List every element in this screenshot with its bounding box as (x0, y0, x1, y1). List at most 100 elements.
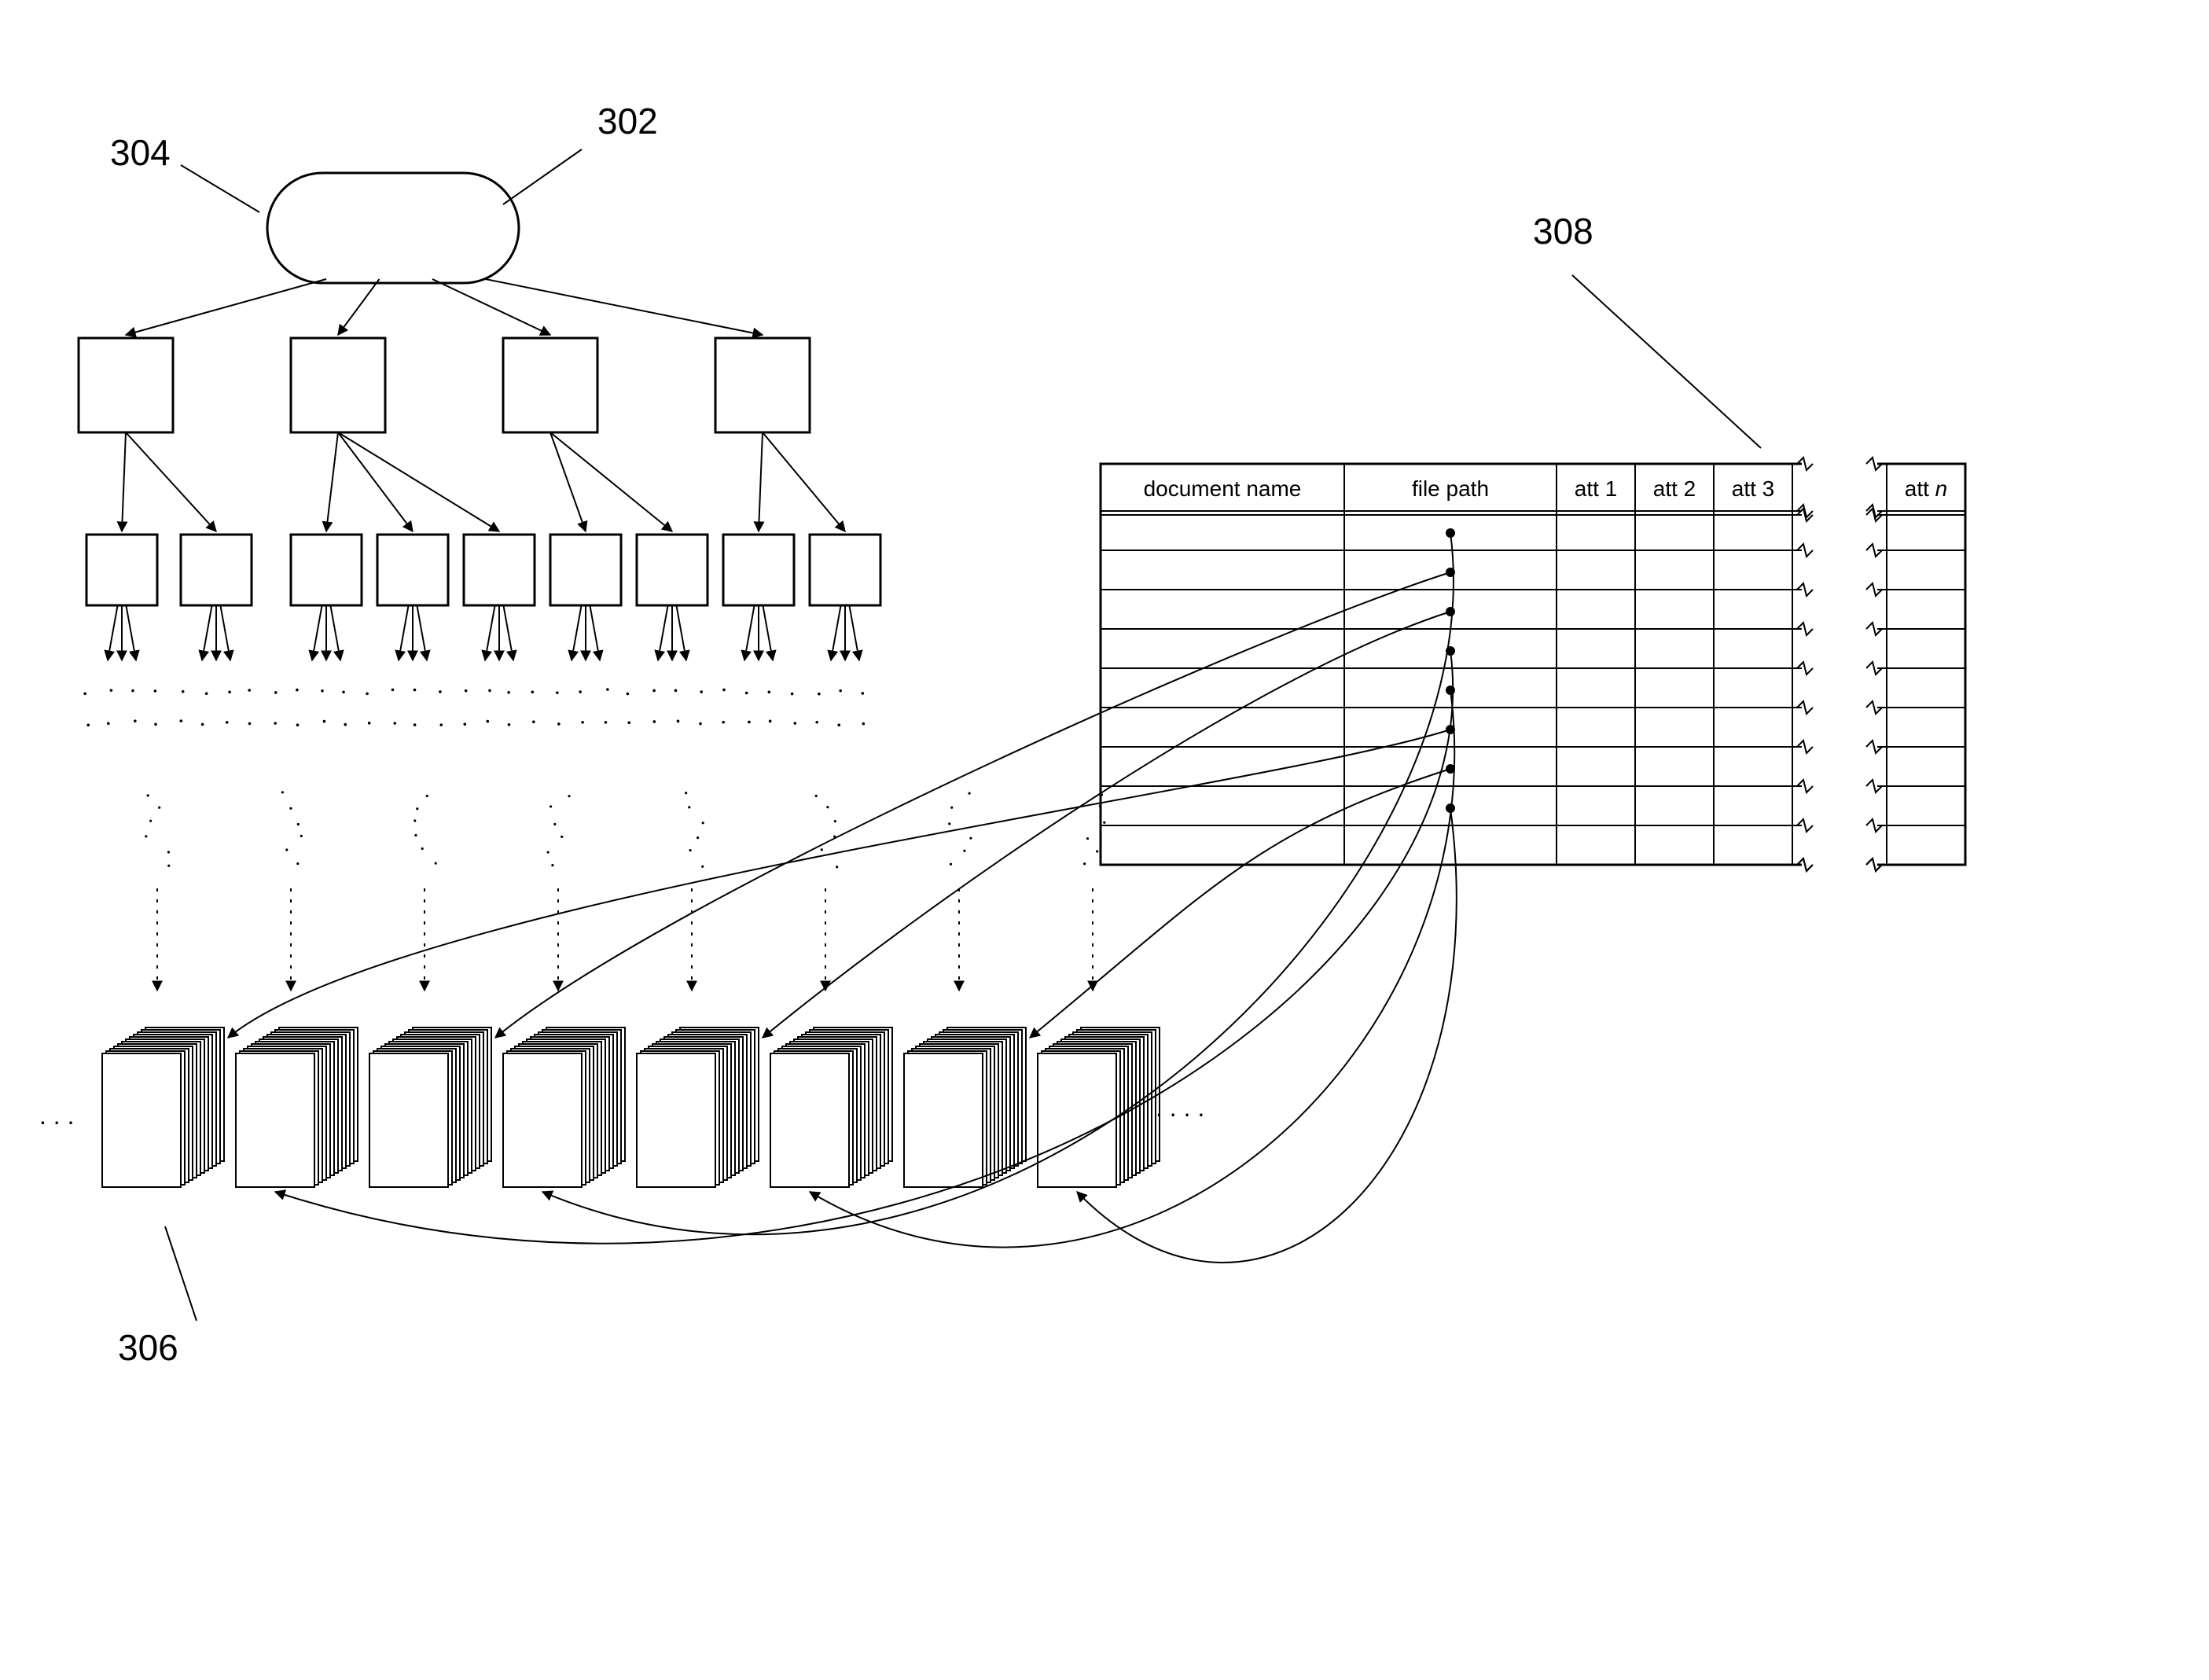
tree-ellipsis-dot (769, 720, 772, 723)
tree-edge (338, 279, 380, 335)
tree-ellipsis-dot (508, 723, 511, 726)
tree-ellipsis-dot (226, 721, 229, 724)
continuation-dot (815, 795, 818, 797)
continuation-dot (950, 863, 952, 866)
tree-ellipsis-dot (839, 689, 842, 693)
tree-node-l2 (86, 535, 157, 605)
ref-label-304: 304 (110, 132, 171, 173)
table-header: att 1 (1575, 476, 1617, 501)
table-break-mask (1802, 462, 1877, 866)
document-card (369, 1053, 448, 1187)
tree-ellipsis-dot (413, 689, 417, 692)
continuation-dot (689, 849, 691, 851)
tree-ellipsis-dot (627, 721, 630, 724)
document-card (637, 1053, 715, 1187)
tree-node-l2 (291, 535, 362, 605)
tree-ellipsis-dot (862, 692, 865, 695)
tree-edge (126, 605, 136, 660)
tree-ellipsis-dot (465, 689, 468, 693)
tree-ellipsis-dot (296, 689, 299, 692)
tree-ellipsis-dot (110, 689, 113, 692)
document-card (1038, 1053, 1116, 1187)
tree-ellipsis-dot (699, 722, 702, 726)
tree-ellipsis-dot (439, 690, 442, 693)
tree-edge (126, 432, 216, 531)
document-stack (102, 1027, 224, 1187)
document-card (236, 1053, 314, 1187)
tree-node-l2 (377, 535, 448, 605)
tree-ellipsis-dot (391, 689, 395, 692)
tree-ellipsis-dot (627, 693, 630, 696)
continuation-dot (553, 823, 556, 825)
tree-edge (658, 605, 668, 660)
tree-ellipsis-dot (652, 689, 656, 693)
tree-ellipsis-dot (342, 691, 345, 694)
tree-ellipsis-dot (205, 692, 208, 695)
continuation-dot (836, 866, 838, 868)
continuation-dot (1099, 805, 1101, 807)
tree-node-l1 (291, 338, 385, 432)
tree-node-l2 (637, 535, 708, 605)
tree-ellipsis-dot (557, 722, 561, 726)
continuation-dot (158, 807, 160, 809)
continuation-dot (688, 806, 690, 808)
tree-ellipsis-dot (296, 723, 300, 726)
tree-edge (849, 605, 859, 660)
tree-ellipsis-dot (606, 688, 609, 691)
tree-ellipsis-dot (368, 722, 371, 725)
continuation-dot (1103, 822, 1105, 824)
tree-edge (432, 279, 550, 335)
tree-edge (763, 432, 845, 531)
tree-ellipsis-dot (748, 721, 751, 724)
tree-ellipsis-dot (487, 720, 490, 723)
document-stack (904, 1027, 1026, 1187)
table-header: document name (1144, 476, 1302, 501)
continuation-dot (289, 807, 292, 810)
tree-node-l1 (715, 338, 810, 432)
ref-label-308: 308 (1533, 211, 1593, 252)
tree-ellipsis-dot (532, 720, 535, 723)
tree-ellipsis-dot (653, 720, 656, 723)
tree-edge (831, 605, 841, 660)
ref-leader (1572, 275, 1761, 448)
tree-ellipsis-dot (131, 689, 134, 693)
tree-edge (108, 605, 118, 660)
tree-edge (744, 605, 755, 660)
continuation-dot (426, 795, 428, 797)
tree-ellipsis-dot (274, 691, 278, 694)
table-header: att n (1905, 476, 1948, 501)
document-stack (236, 1027, 358, 1187)
tree-ellipsis-dot (413, 723, 417, 726)
tree-ellipsis-dot (579, 690, 582, 693)
tree-ellipsis-dot (745, 692, 748, 695)
stacks-ellipsis: . . . . (1156, 1094, 1204, 1122)
continuation-dot (297, 823, 300, 825)
continuation-dot (968, 792, 970, 794)
tree-edge (312, 605, 322, 660)
continuation-dot (421, 847, 424, 850)
continuation-dot (1083, 862, 1086, 865)
continuation-dot (685, 792, 687, 794)
tree-ellipsis-dot (180, 719, 183, 722)
tree-ellipsis-dot (507, 691, 510, 694)
tree-ellipsis-dot (556, 691, 559, 694)
tree-edge (486, 279, 763, 335)
tree-ellipsis-dot (488, 689, 491, 693)
tree-edge (572, 605, 582, 660)
continuation-dot (701, 866, 704, 868)
continuation-dot (551, 864, 553, 866)
document-card (503, 1053, 582, 1187)
continuation-dot (561, 836, 563, 838)
continuation-dot (547, 851, 549, 853)
continuation-dot (821, 848, 823, 851)
tree-edge (122, 432, 126, 531)
ref-label-306: 306 (118, 1327, 178, 1368)
tree-ellipsis-dot (439, 723, 443, 726)
tree-ellipsis-dot (677, 720, 680, 723)
tree-ellipsis-dot (815, 721, 818, 724)
tree-ellipsis-dot (700, 690, 703, 693)
continuation-dot (834, 820, 836, 822)
mapping-curve (495, 572, 1450, 1038)
continuation-dot (281, 791, 284, 793)
continuation-dot (414, 834, 417, 836)
